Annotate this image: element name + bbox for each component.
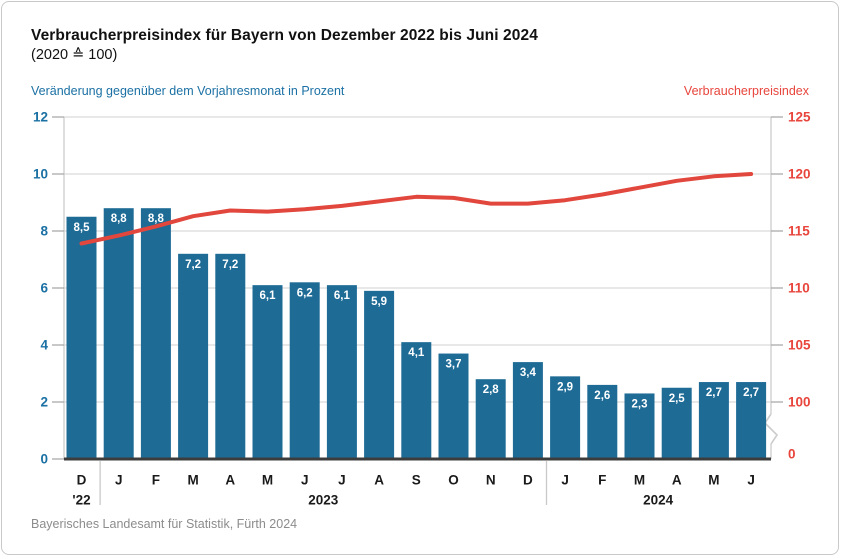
right-axis-tick-label: 100: [788, 395, 811, 410]
year-label-22: '22: [72, 493, 90, 508]
bar-J-1: [103, 208, 134, 459]
bar-J-18: [736, 382, 767, 459]
month-label: F: [598, 473, 606, 488]
bar-value-label: 2,5: [669, 393, 686, 405]
month-label: J: [561, 473, 569, 488]
bar-value-label: 2,7: [743, 387, 759, 399]
bar-value-label: 2,7: [706, 387, 722, 399]
bar-value-label: 2,3: [632, 398, 648, 410]
source-note: Bayerisches Landesamt für Statistik, Für…: [31, 517, 298, 531]
left-axis-tick-label: 4: [40, 338, 48, 353]
chart-title: Verbraucherpreisindex für Bayern von Dez…: [31, 27, 538, 44]
month-label: N: [486, 473, 496, 488]
bar-A-4: [215, 253, 246, 459]
left-axis-tick-label: 8: [40, 224, 48, 239]
left-axis-tick-label: 0: [40, 452, 48, 467]
left-axis-title: Veränderung gegenüber dem Vorjahresmonat…: [31, 84, 345, 98]
right-axis-tick-label: 110: [788, 281, 810, 296]
bar-value-label: 8,5: [74, 222, 91, 234]
left-axis-tick-label: 2: [40, 395, 48, 410]
month-label: F: [152, 473, 160, 488]
bar-value-label: 2,9: [557, 381, 573, 393]
bar-value-label: 2,8: [483, 384, 500, 396]
month-label: J: [747, 473, 755, 488]
month-label: S: [412, 473, 421, 488]
month-label: M: [634, 473, 645, 488]
left-axis-tick-label: 12: [33, 110, 48, 125]
bar-M-15: [624, 393, 655, 459]
bar-D-12: [512, 362, 543, 459]
bar-value-label: 3,4: [520, 367, 537, 379]
right-axis-title: Verbraucherpreisindex: [683, 84, 809, 98]
chart-subtitle: (2020 ≙ 100): [31, 47, 118, 63]
right-axis-break-icon: [763, 413, 779, 445]
bar-value-label: 8,8: [148, 213, 165, 225]
right-axis-tick-label: 105: [788, 338, 811, 353]
month-label: J: [115, 473, 123, 488]
bar-M-5: [252, 285, 283, 459]
index-line: [79, 172, 754, 246]
bar-value-label: 6,2: [297, 287, 313, 299]
right-axis-tick-label: 115: [788, 224, 810, 239]
bar-value-label: 3,7: [446, 359, 462, 371]
bar-value-label: 2,6: [594, 390, 610, 402]
bar-value-label: 7,2: [222, 259, 238, 271]
bar-value-label: 5,9: [371, 296, 387, 308]
bar-A-8: [364, 290, 395, 459]
bar-J-6: [289, 282, 320, 459]
left-axis-tick-label: 6: [40, 281, 48, 296]
bar-F-2: [140, 208, 171, 459]
bar-F-14: [587, 384, 618, 459]
bar-value-label: 7,2: [185, 259, 201, 271]
bar-O-10: [438, 353, 469, 459]
bar-value-label: 8,8: [111, 213, 128, 225]
bar-value-label: 6,1: [334, 290, 351, 302]
bar-value-label: 6,1: [260, 290, 277, 302]
right-axis-tick-label: 125: [788, 110, 811, 125]
year-label-2023: 2023: [308, 493, 339, 508]
month-label: J: [301, 473, 309, 488]
month-label: A: [672, 473, 682, 488]
month-label: A: [374, 473, 384, 488]
month-label: D: [523, 473, 533, 488]
bar-S-9: [401, 342, 432, 459]
bar-J-13: [550, 376, 581, 459]
bar-M-17: [698, 382, 729, 459]
month-label: O: [448, 473, 459, 488]
bar-D-0: [66, 216, 97, 459]
right-axis-zero-label: 0: [788, 447, 796, 462]
year-label-2024: 2024: [643, 493, 674, 508]
right-axis-tick-label: 120: [788, 167, 811, 182]
month-label: M: [708, 473, 719, 488]
month-label: D: [77, 473, 87, 488]
bar-value-label: 4,1: [408, 347, 425, 359]
month-label: M: [187, 473, 198, 488]
bar-M-3: [178, 253, 209, 459]
bar-N-11: [475, 379, 506, 459]
month-label: M: [262, 473, 273, 488]
month-label: A: [225, 473, 235, 488]
left-axis-tick-label: 10: [33, 167, 48, 182]
bar-A-16: [661, 387, 692, 459]
bar-J-7: [326, 285, 357, 459]
month-label: J: [338, 473, 346, 488]
